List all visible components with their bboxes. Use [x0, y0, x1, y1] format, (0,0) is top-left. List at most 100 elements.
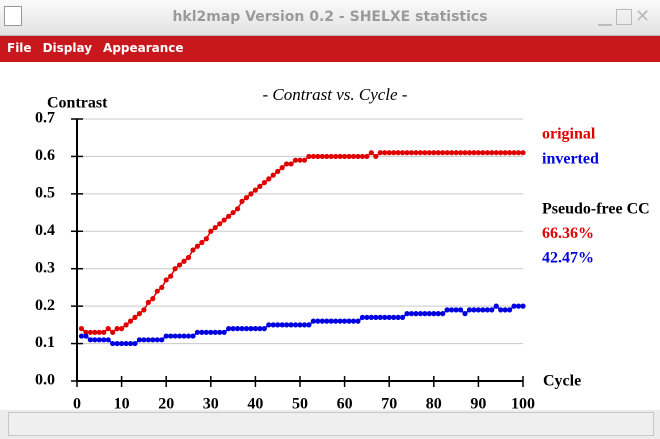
data-point — [484, 150, 490, 156]
data-point — [199, 329, 205, 335]
annotation: Pseudo-free CC — [542, 201, 650, 218]
data-point — [413, 150, 419, 156]
data-point — [489, 150, 495, 156]
data-point — [444, 307, 450, 313]
data-point — [127, 318, 134, 324]
data-point — [172, 266, 178, 272]
minimize-button[interactable] — [598, 10, 612, 26]
x-tick-label: 20 — [158, 396, 174, 410]
menu-item[interactable]: File — [7, 41, 32, 55]
data-point — [87, 329, 93, 335]
data-point — [208, 329, 214, 335]
menu-bar: File Display Appearance — [0, 36, 660, 62]
data-point — [520, 150, 526, 156]
data-point — [257, 326, 263, 332]
data-point — [83, 329, 89, 335]
data-point — [168, 333, 174, 339]
y-tick-label: 0.5 — [35, 185, 55, 202]
data-point — [101, 329, 107, 335]
data-point — [475, 150, 481, 156]
data-point — [141, 337, 147, 343]
data-point — [457, 307, 464, 313]
data-point — [453, 150, 459, 156]
data-point — [234, 326, 241, 332]
data-point — [315, 153, 321, 160]
y-tick-label: 0.1 — [35, 334, 55, 351]
chart-background — [0, 62, 660, 410]
data-point — [324, 318, 330, 324]
data-point — [507, 150, 513, 156]
legend-entry: inverted — [542, 151, 599, 168]
data-point — [431, 311, 437, 317]
data-point — [288, 161, 294, 167]
data-point — [408, 311, 415, 317]
data-point — [382, 150, 388, 156]
data-point — [252, 187, 258, 193]
data-point — [145, 337, 151, 343]
data-point — [466, 307, 473, 313]
y-tick-label: 0.0 — [35, 372, 55, 389]
data-point — [399, 150, 406, 156]
data-point — [480, 307, 486, 313]
data-point — [511, 303, 517, 309]
data-point — [462, 150, 468, 156]
data-point — [261, 180, 267, 186]
annotation: 42.47% — [542, 250, 594, 267]
data-point — [92, 337, 98, 343]
data-point — [150, 337, 156, 343]
y-axis-label: Contrast — [47, 95, 108, 112]
data-point — [350, 153, 357, 160]
data-point — [279, 322, 285, 328]
data-point — [270, 322, 276, 328]
data-point — [141, 307, 147, 313]
data-point — [136, 337, 143, 343]
data-point — [440, 311, 446, 317]
data-point — [355, 153, 361, 160]
data-point — [395, 314, 401, 320]
x-tick-label: 80 — [426, 396, 442, 410]
data-point — [127, 340, 134, 347]
data-point — [105, 326, 111, 332]
data-point — [507, 307, 513, 313]
data-point — [342, 153, 348, 160]
data-point — [212, 224, 218, 231]
data-point — [221, 217, 227, 223]
data-point — [150, 296, 156, 302]
data-point — [328, 318, 334, 324]
data-point — [212, 329, 218, 335]
data-point — [123, 340, 129, 347]
data-point — [279, 165, 285, 171]
maximize-button[interactable] — [616, 9, 632, 25]
status-bar — [8, 412, 654, 436]
data-point — [243, 326, 250, 332]
menu-item[interactable]: Display — [42, 41, 93, 55]
x-tick-label: 70 — [381, 396, 397, 410]
data-point — [208, 228, 214, 234]
data-point — [355, 318, 361, 324]
data-point — [382, 314, 388, 320]
data-point — [359, 314, 366, 320]
data-point — [221, 329, 227, 335]
data-point — [373, 314, 379, 320]
data-point — [498, 150, 504, 156]
data-point — [190, 247, 196, 253]
data-point — [346, 318, 352, 324]
data-point — [92, 329, 98, 335]
y-tick-label: 0.2 — [35, 297, 55, 314]
data-point — [377, 150, 383, 156]
menu-item[interactable]: Appearance — [103, 41, 184, 55]
y-tick-label: 0.7 — [35, 110, 55, 127]
data-point — [123, 322, 129, 328]
data-point — [248, 326, 254, 332]
data-point — [422, 311, 428, 317]
data-point — [310, 153, 316, 160]
data-point — [172, 333, 178, 339]
data-point — [119, 340, 125, 347]
data-point — [306, 322, 312, 328]
data-point — [132, 314, 138, 320]
window-icon — [4, 6, 22, 26]
data-point — [257, 183, 263, 189]
data-point — [408, 150, 415, 156]
close-button[interactable]: ✕ — [635, 6, 651, 27]
